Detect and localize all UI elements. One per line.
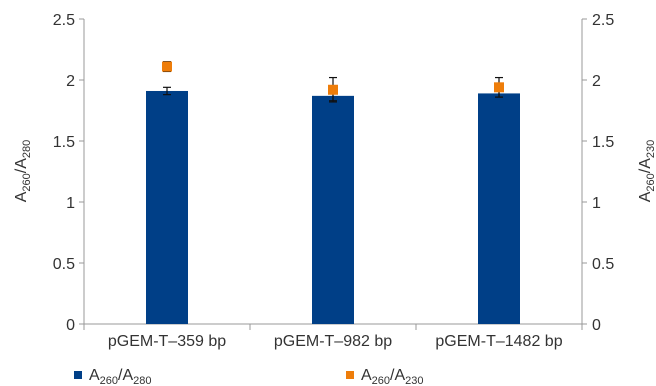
- legend: A260/A280 A260/A230: [74, 367, 424, 386]
- y-tick-label: 2: [66, 73, 75, 90]
- y-tick-label: 2.5: [53, 12, 75, 29]
- y-axis-title: A260/A280: [13, 140, 33, 203]
- data-point: [494, 82, 504, 93]
- y-tick-label: 1: [66, 195, 75, 212]
- bar: [146, 90, 188, 324]
- y2-tick-label: 0: [592, 317, 601, 334]
- y-tick-label: 1.5: [53, 134, 75, 151]
- bar: [312, 95, 354, 324]
- legend-swatch: [74, 371, 82, 379]
- x-category-label: pGEM-T–359 bp: [108, 333, 226, 350]
- error-bar: [163, 86, 171, 96]
- y-tick-label: 0.5: [53, 256, 75, 273]
- bars: [146, 86, 520, 324]
- legend-label: A260/A280: [89, 367, 152, 386]
- y2-tick-label: 0.5: [592, 256, 614, 273]
- y2-tick-label: 1.5: [592, 134, 614, 151]
- y2-tick-label: 1: [592, 195, 601, 212]
- legend-label: A260/A230: [361, 367, 424, 386]
- labels: 0 0.5 1 1.5 2 2.5 0 0.5 1 1.5 2 2.5 pGEM-T–359 bp pGE…: [13, 12, 656, 350]
- data-point: [162, 61, 172, 72]
- y-tick-label: 0: [66, 317, 75, 334]
- markers: [162, 61, 504, 103]
- x-category-label: pGEM-T–1482 bp: [435, 333, 562, 350]
- bar: [478, 93, 520, 324]
- legend-swatch: [346, 371, 354, 379]
- y2-tick-label: 2: [592, 73, 601, 90]
- data-point: [328, 84, 338, 95]
- x-category-label: pGEM-T–982 bp: [274, 333, 392, 350]
- y2-tick-label: 2.5: [592, 12, 614, 29]
- y2-axis-title: A260/A230: [637, 140, 656, 203]
